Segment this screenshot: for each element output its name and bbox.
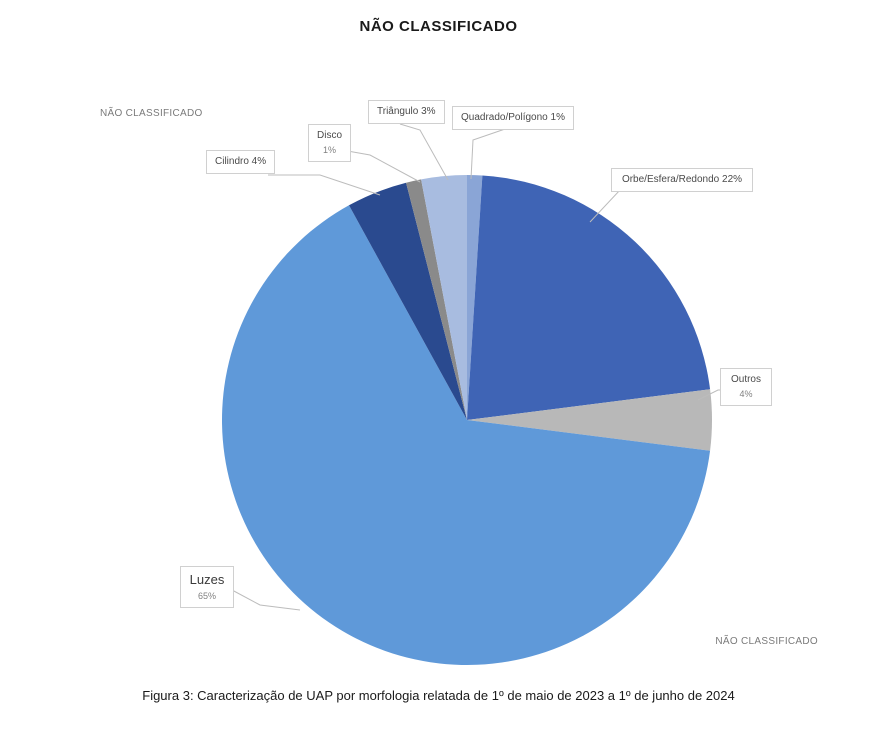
slice-label: Luzes 65%	[180, 566, 234, 608]
pie-slice	[467, 175, 710, 420]
leader-line	[342, 150, 420, 182]
slice-label-pct: 4%	[729, 388, 763, 401]
slice-label-text: Luzes	[190, 572, 225, 587]
leader-line	[232, 590, 300, 610]
slice-label: Disco 1%	[308, 124, 351, 162]
slice-label-text: Quadrado/Polígono 1%	[461, 112, 565, 123]
slice-label: Orbe/Esfera/Redondo 22%	[611, 168, 753, 192]
leader-line	[268, 175, 380, 195]
leader-line	[471, 128, 508, 179]
slice-label-pct: 1%	[317, 144, 342, 157]
slice-label-pct: 65%	[189, 590, 225, 603]
slice-label-text: Outros	[731, 374, 761, 385]
slice-label-text: Triângulo 3%	[377, 106, 436, 117]
slice-label: Cilindro 4%	[206, 150, 275, 174]
slice-label: Outros 4%	[720, 368, 772, 406]
figure-caption: Figura 3: Caracterização de UAP por morf…	[0, 688, 877, 703]
slice-label-text: Orbe/Esfera/Redondo 22%	[622, 174, 742, 185]
slice-label-text: Disco	[317, 130, 342, 141]
slice-label: Quadrado/Polígono 1%	[452, 106, 574, 130]
slice-label-text: Cilindro 4%	[215, 156, 266, 167]
leader-line	[400, 124, 448, 180]
slice-label: Triângulo 3%	[368, 100, 445, 124]
pie-chart: Quadrado/Polígono 1% Orbe/Esfera/Redondo …	[0, 0, 877, 753]
